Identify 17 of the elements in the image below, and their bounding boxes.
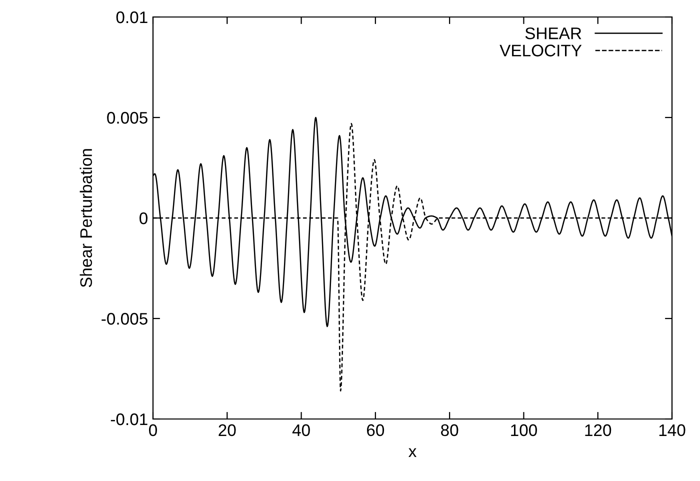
x-tick-label: 60	[367, 424, 384, 436]
x-tick-label: 0	[149, 424, 157, 436]
x-axis-title: x	[408, 448, 416, 458]
x-tick-label: 80	[441, 424, 458, 436]
y-tick-label: -0.01	[110, 413, 148, 426]
y-tick-label: 0.01	[116, 11, 148, 24]
x-tick-label: 40	[292, 424, 310, 436]
y-tick-label: 0.005	[107, 112, 148, 124]
x-tick-label: 120	[585, 424, 612, 436]
x-tick-label: 20	[218, 424, 236, 436]
y-tick-label: 0	[140, 212, 148, 224]
x-tick-label: 100	[511, 424, 537, 436]
legend-label: SHEAR	[525, 27, 582, 40]
y-tick-label: -0.005	[102, 312, 148, 325]
y-axis-title: Shear Perturbation	[80, 149, 92, 288]
legend-label: VELOCITY	[500, 44, 582, 56]
x-tick-label: 140	[659, 424, 686, 436]
